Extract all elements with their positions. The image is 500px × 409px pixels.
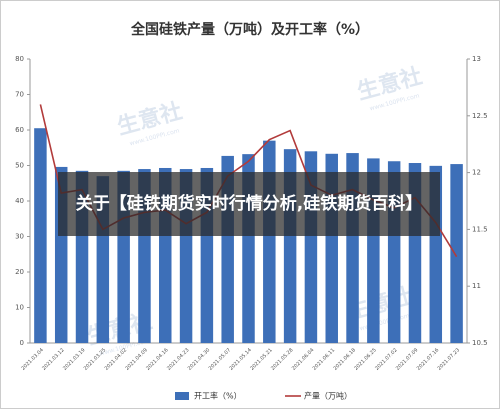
y2-tick-label: 11.5 bbox=[472, 225, 488, 233]
overlay-caption: 关于【硅铁期货实时行情分析,硅铁期货百科】 bbox=[58, 172, 440, 236]
y-tick-label: 60 bbox=[15, 126, 24, 134]
chart-title: 全国硅铁产量（万吨）及开工率（%） bbox=[130, 21, 369, 38]
y2-tick-label: 12.5 bbox=[472, 112, 488, 120]
legend-label: 产量（万吨） bbox=[304, 391, 352, 401]
legend-swatch bbox=[175, 392, 189, 400]
y-tick-label: 40 bbox=[15, 197, 24, 205]
bar bbox=[263, 140, 276, 343]
bar bbox=[34, 128, 47, 343]
y2-tick-label: 13 bbox=[472, 55, 481, 63]
y-tick-label: 30 bbox=[15, 233, 24, 241]
y2-tick-label: 12 bbox=[472, 169, 481, 177]
y-tick-label: 70 bbox=[15, 91, 24, 99]
y-tick-label: 0 bbox=[20, 339, 24, 347]
y-tick-label: 50 bbox=[15, 162, 24, 170]
legend-label: 开工率（%） bbox=[194, 391, 242, 401]
y-tick-label: 10 bbox=[15, 304, 24, 312]
y2-tick-label: 10.5 bbox=[472, 339, 488, 347]
y-tick-label: 20 bbox=[15, 268, 24, 276]
y2-tick-label: 11 bbox=[472, 282, 481, 290]
y-tick-label: 80 bbox=[15, 55, 24, 63]
bar bbox=[450, 164, 463, 343]
